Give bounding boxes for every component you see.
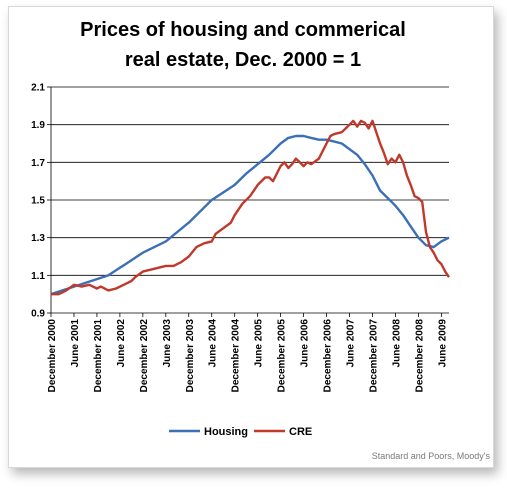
x-tick-label: December 2004: [231, 319, 242, 393]
chart-title-line-2: real estate, Dec. 2000 = 1: [125, 49, 361, 71]
x-tick-label: December 2002: [139, 319, 150, 393]
x-tick-label: December 2000: [47, 319, 58, 393]
x-axis: December 2000 June 2001 December 2001 June …: [47, 312, 449, 393]
x-tick-label: June 2007: [346, 319, 357, 368]
x-tick-label: June 2008: [391, 319, 402, 368]
source-note: Standard and Poors, Moody's: [372, 451, 491, 461]
x-tick-label: June 2005: [254, 319, 265, 368]
y-tick-label: 1.5: [31, 196, 45, 207]
y-tick-label: 0.9: [31, 309, 45, 320]
y-tick-label: 1.1: [31, 271, 45, 282]
series-lines: [50, 119, 450, 296]
x-tick-label: June 2003: [162, 319, 173, 368]
grid-lines: [51, 86, 449, 276]
x-tick-label: December 2006: [323, 319, 334, 393]
x-tick-label: June 2002: [116, 319, 127, 368]
chart-title-line-1: Prices of housing and commerical: [80, 19, 406, 41]
series-line-housing: [50, 134, 450, 296]
x-tick-label: December 2007: [368, 319, 379, 393]
y-tick-label: 2.1: [31, 83, 45, 94]
x-tick-label: December 2005: [277, 319, 288, 393]
x-tick-label: June 2009: [437, 319, 448, 368]
x-tick-label: June 2006: [300, 319, 311, 368]
chart-frame: Prices of housing and commerical real es…: [8, 6, 494, 468]
y-tick-label: 1.3: [31, 233, 45, 244]
x-tick-label: June 2004: [208, 319, 219, 368]
x-tick-label: December 2001: [93, 319, 104, 393]
legend-label-housing: Housing: [204, 426, 248, 438]
x-tick-label: June 2001: [70, 319, 81, 368]
x-tick-label: December 2003: [185, 319, 196, 393]
legend: Housing CRE: [169, 426, 312, 438]
line-chart: Prices of housing and commerical real es…: [31, 19, 491, 461]
y-tick-label: 1.7: [31, 158, 45, 169]
series-line-cre: [51, 119, 450, 296]
y-tick-label: 1.9: [31, 120, 45, 131]
x-tick-label: December 2008: [414, 319, 425, 393]
y-axis: 0.9 1.1 1.3 1.5 1.7 1.9 2.1: [31, 83, 52, 320]
legend-label-cre: CRE: [289, 426, 312, 438]
